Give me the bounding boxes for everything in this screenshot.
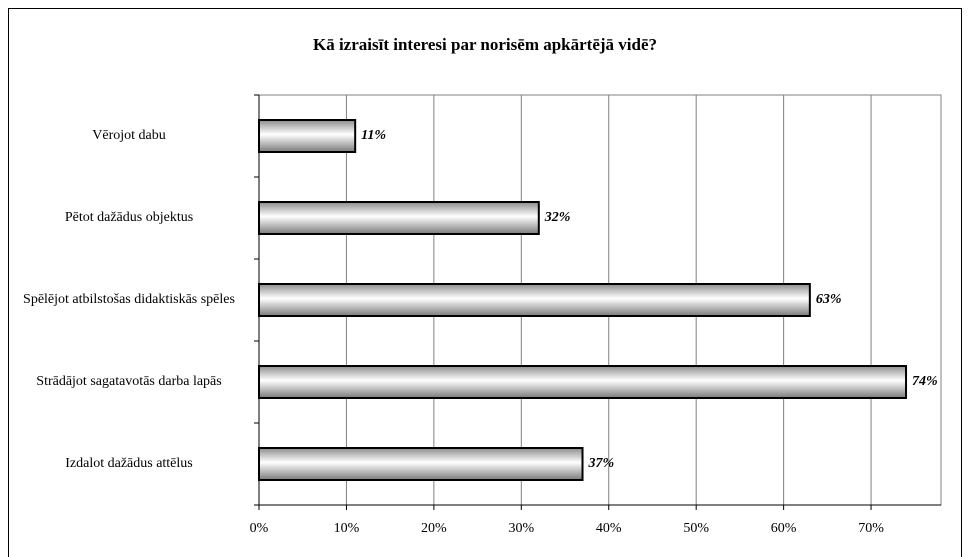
value-label: 63%: [816, 292, 842, 307]
x-tick-label: 70%: [858, 521, 884, 536]
bar: [258, 365, 908, 399]
bar: [258, 119, 357, 153]
y-tick-label: Spēlējot atbilstošas didaktiskās spēles: [23, 292, 235, 307]
x-tick-label: 20%: [421, 521, 447, 536]
x-tick-label: 50%: [683, 521, 709, 536]
bar: [258, 283, 811, 317]
y-tick-label: Izdalot dažādus attēlus: [65, 456, 193, 471]
value-label: 74%: [912, 374, 938, 389]
y-tick-label: Strādājot sagatavotās darba lapās: [36, 374, 222, 389]
chart-frame: [8, 8, 962, 557]
x-tick-label: 40%: [596, 521, 622, 536]
x-tick-label: 30%: [508, 521, 534, 536]
chart-title: Kā izraisīt interesi par norisēm apkārtē…: [313, 35, 657, 54]
bar: [258, 447, 584, 481]
x-tick-label: 60%: [771, 521, 797, 536]
bar: [258, 201, 540, 235]
value-label: 11%: [361, 128, 386, 143]
y-tick-label: Vērojot dabu: [92, 128, 166, 143]
y-tick-label: Pētot dažādus objektus: [64, 210, 194, 225]
x-tick-label: 0%: [250, 521, 269, 536]
x-tick-label: 10%: [334, 521, 360, 536]
value-label: 32%: [544, 210, 571, 225]
value-label: 37%: [588, 456, 615, 471]
